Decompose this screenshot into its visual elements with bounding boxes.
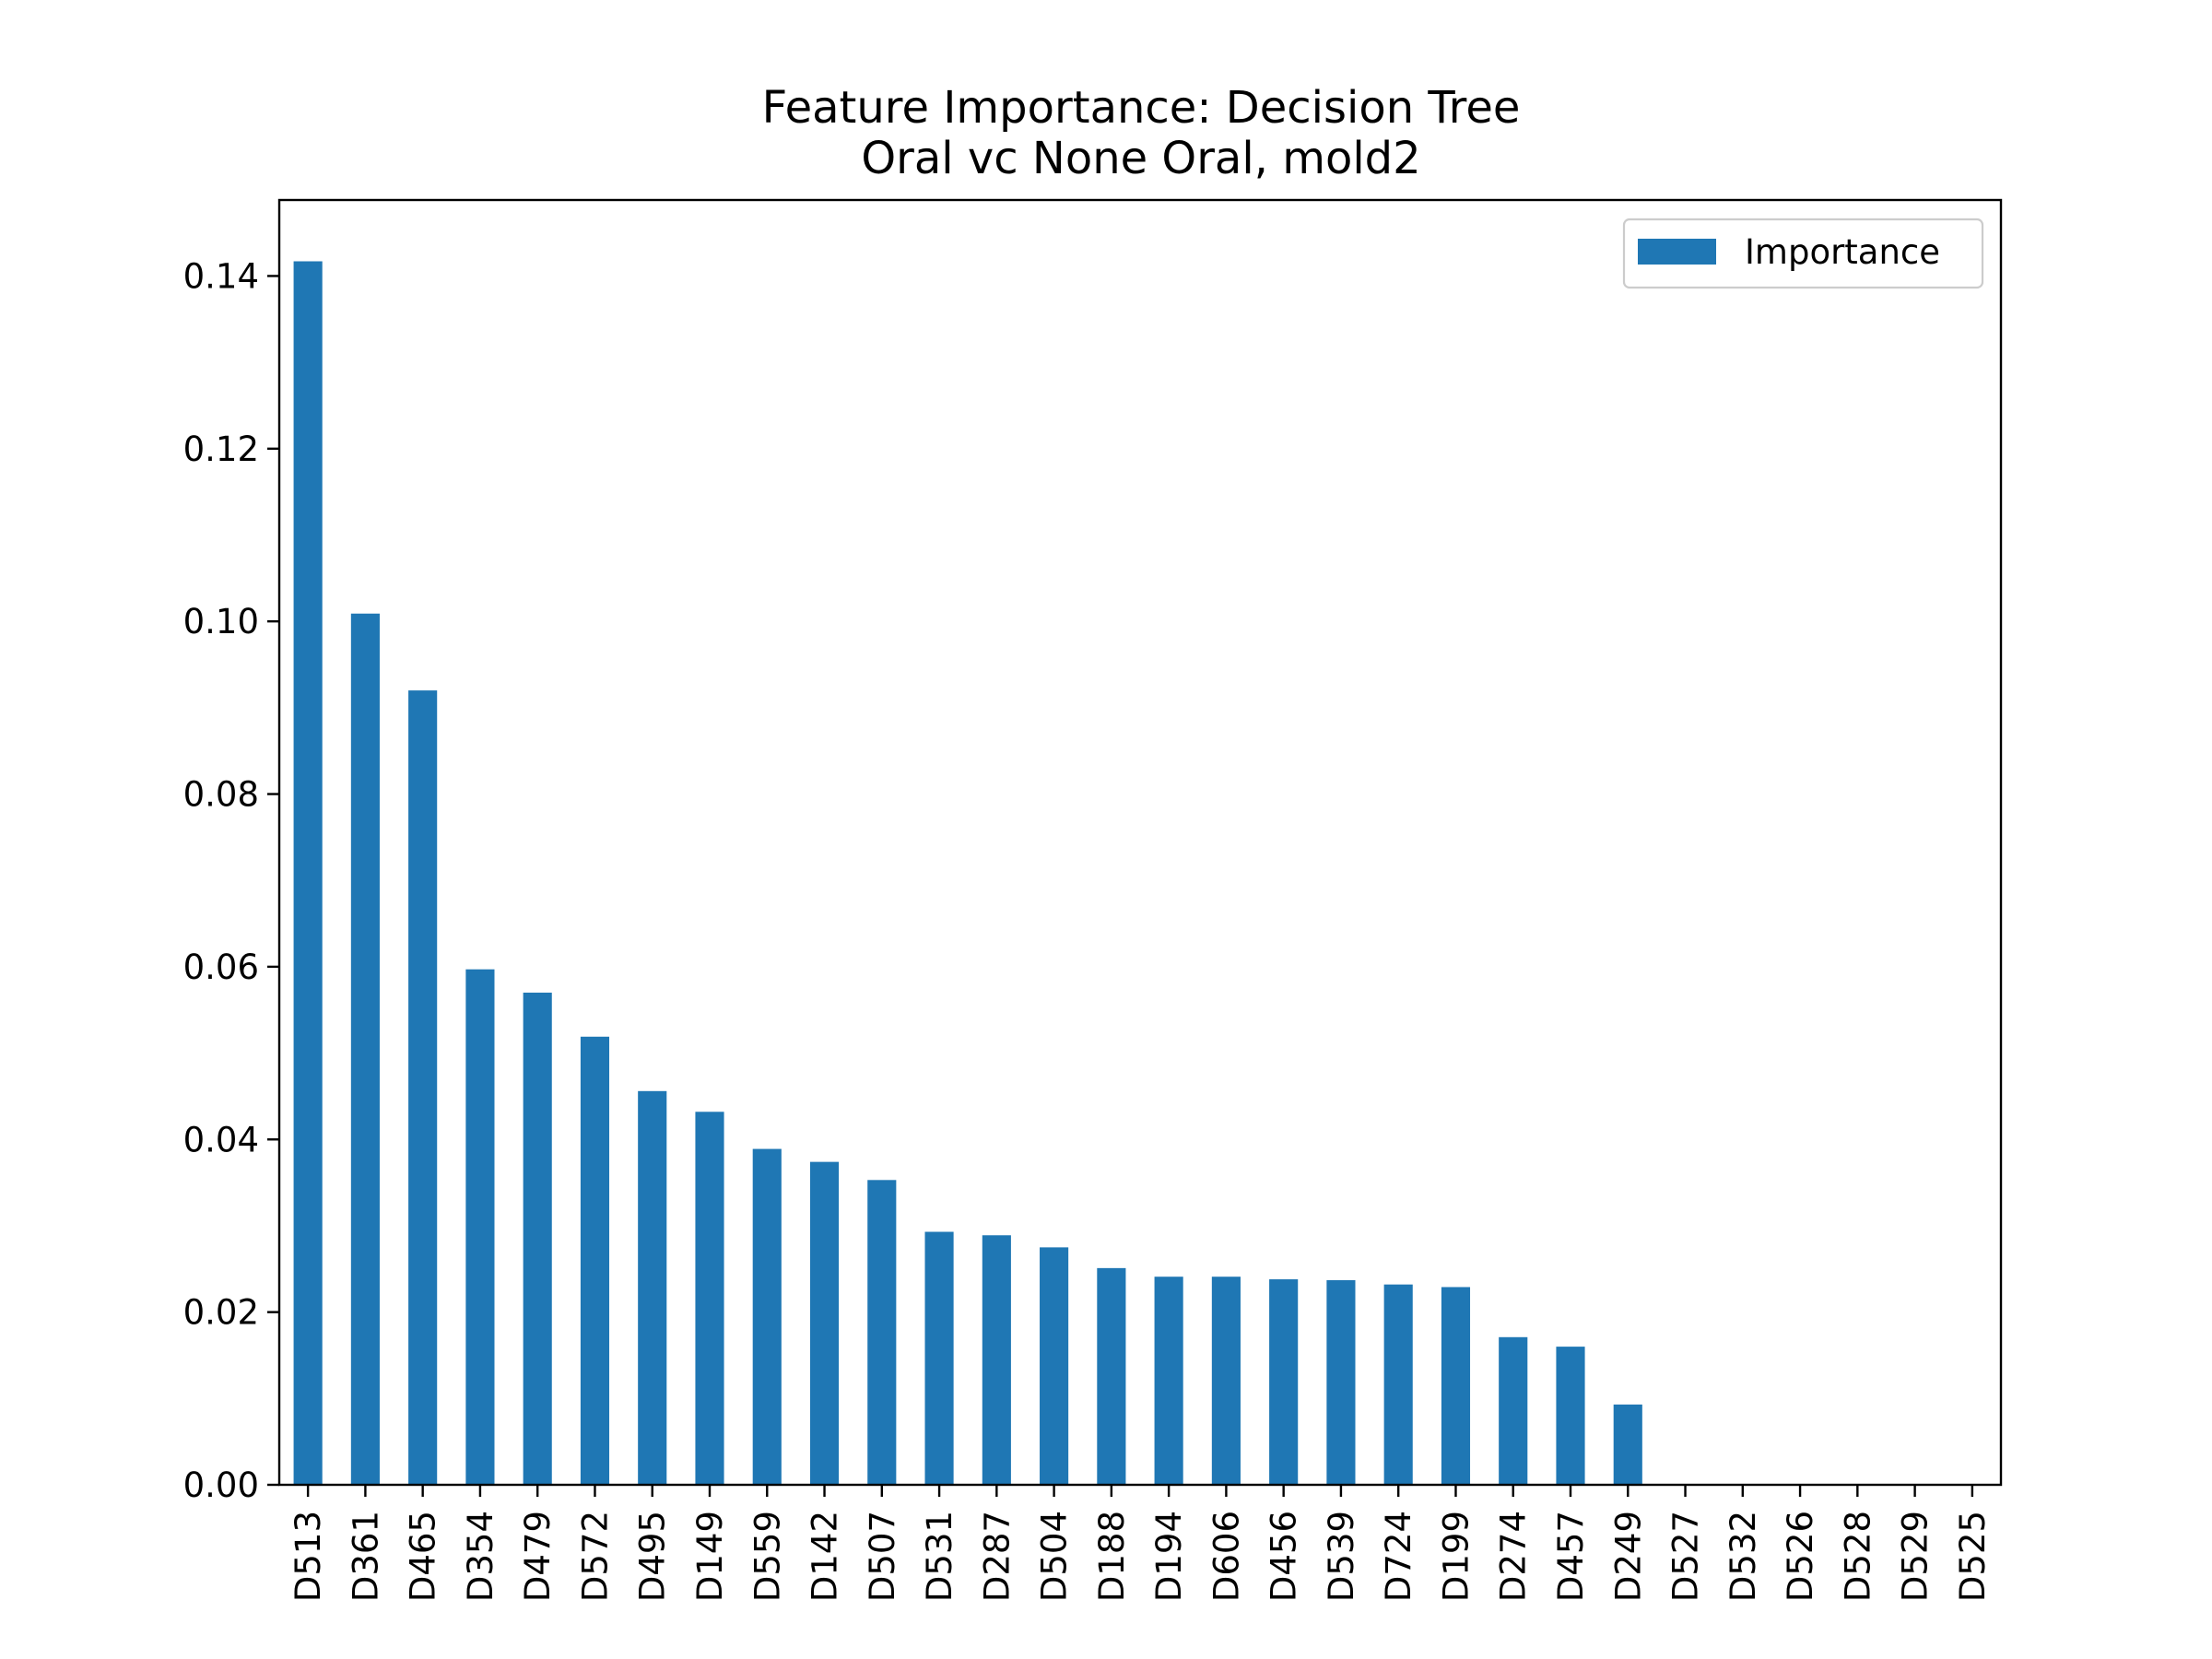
x-tick-label: D559 — [747, 1511, 787, 1602]
x-tick-label: D513 — [288, 1511, 328, 1602]
y-tick-label: 0.10 — [183, 602, 259, 641]
x-tick-label: D504 — [1035, 1511, 1075, 1602]
bar-d188 — [1097, 1267, 1126, 1485]
y-tick-label: 0.02 — [183, 1293, 259, 1333]
bar-d724 — [1383, 1284, 1413, 1485]
bar-d495 — [638, 1090, 667, 1485]
bar-d456 — [1269, 1279, 1299, 1485]
bar-d249 — [1613, 1404, 1642, 1486]
bar-d354 — [465, 969, 495, 1485]
x-tick-label: D606 — [1206, 1511, 1246, 1602]
bar-d361 — [350, 613, 380, 1485]
bar-d504 — [1040, 1247, 1069, 1485]
bars — [293, 261, 1642, 1486]
x-tick-label: D361 — [346, 1511, 385, 1602]
x-tick-label: D249 — [1608, 1511, 1648, 1602]
x-tick-label: D531 — [920, 1511, 959, 1602]
x-tick-label: D354 — [461, 1511, 500, 1602]
x-tick-label: D724 — [1379, 1511, 1418, 1602]
bar-d149 — [695, 1112, 724, 1485]
y-tick-label: 0.12 — [183, 429, 259, 469]
x-tick-label: D527 — [1666, 1511, 1706, 1602]
bar-d465 — [408, 690, 438, 1485]
x-tick-label: D479 — [518, 1511, 558, 1602]
bar-d513 — [293, 261, 323, 1485]
bar-d531 — [924, 1231, 954, 1485]
bar-d572 — [580, 1036, 610, 1485]
x-tick-label: D525 — [1953, 1511, 1993, 1602]
bar-d457 — [1556, 1347, 1585, 1485]
y-tick-label: 0.08 — [183, 775, 259, 815]
plot-frame — [277, 198, 2003, 1487]
x-tick-label: D495 — [633, 1511, 673, 1602]
x-tick-label: D199 — [1436, 1511, 1476, 1602]
bar-d479 — [523, 993, 552, 1485]
bar-d274 — [1499, 1336, 1528, 1485]
bar-d559 — [752, 1148, 782, 1485]
bar-d199 — [1441, 1287, 1471, 1485]
y-tick-label: 0.00 — [183, 1465, 259, 1505]
x-tick-label: D274 — [1494, 1511, 1534, 1602]
x-tick-label: D507 — [863, 1511, 902, 1602]
x-tick-label: D539 — [1322, 1511, 1361, 1602]
legend: Importance — [1622, 218, 1984, 289]
x-tick-label: D528 — [1838, 1511, 1877, 1602]
chart-subtitle: Oral vc None Oral, mold2 — [861, 133, 1420, 184]
x-tick-label: D149 — [690, 1511, 730, 1602]
x-tick-label: D465 — [404, 1511, 443, 1602]
bar-d539 — [1326, 1279, 1356, 1485]
bar-d194 — [1154, 1277, 1183, 1485]
x-tick-label: D188 — [1092, 1511, 1132, 1602]
bar-d507 — [867, 1180, 897, 1485]
x-tick-label: D529 — [1896, 1511, 1936, 1602]
x-tick-label: D457 — [1551, 1511, 1591, 1602]
x-tick-label: D287 — [977, 1511, 1017, 1602]
y-tick-label: 0.14 — [183, 256, 259, 296]
y-tick-label: 0.06 — [183, 947, 259, 987]
bar-d142 — [809, 1161, 840, 1485]
bar-d606 — [1211, 1277, 1241, 1485]
x-tick-label: D526 — [1781, 1511, 1820, 1602]
chart-title: Feature Importance: Decision Tree — [762, 82, 1521, 134]
x-tick-label: D194 — [1149, 1511, 1189, 1602]
y-tick-label: 0.04 — [183, 1120, 259, 1159]
x-tick-label: D532 — [1724, 1511, 1763, 1602]
x-tick-label: D572 — [575, 1511, 615, 1602]
legend-label: Importance — [1745, 232, 1940, 272]
x-axis: D513 D361 D465 D354 D479 D572 D495 D149 D559 D142… — [288, 1485, 1993, 1602]
bar-d287 — [982, 1235, 1011, 1485]
x-tick-label: D142 — [806, 1511, 845, 1602]
legend-swatch — [1638, 239, 1716, 265]
x-tick-label: D456 — [1265, 1511, 1304, 1602]
legend-frame — [1622, 218, 1984, 289]
y-axis: 0.00 0.02 0.04 0.06 0.08 0.10 0.12 0.14 — [183, 256, 279, 1505]
